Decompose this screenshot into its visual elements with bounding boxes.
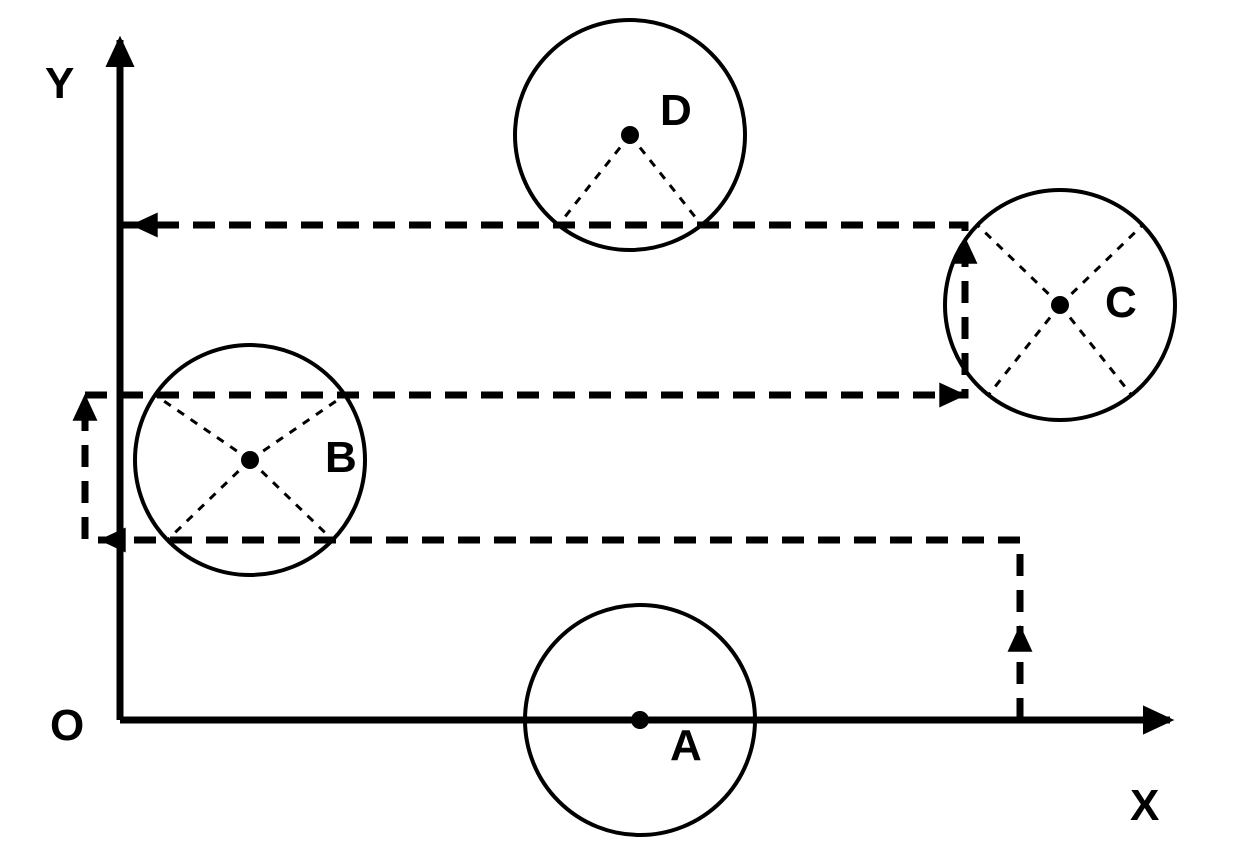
- y-axis-label: Y: [45, 59, 74, 108]
- center-dot-b: [241, 451, 259, 469]
- origin-label: O: [50, 701, 84, 750]
- label-a: A: [670, 721, 702, 770]
- chord: [630, 135, 702, 225]
- chord: [155, 395, 250, 460]
- chord: [250, 460, 333, 540]
- chord: [558, 135, 630, 225]
- x-axis-label: X: [1130, 781, 1159, 830]
- center-dot-c: [1051, 296, 1069, 314]
- label-d: D: [660, 86, 692, 135]
- chord: [988, 305, 1060, 395]
- center-dot-d: [621, 126, 639, 144]
- chord: [167, 460, 250, 540]
- chord: [977, 225, 1060, 305]
- label-c: C: [1105, 278, 1137, 327]
- label-b: B: [325, 433, 357, 482]
